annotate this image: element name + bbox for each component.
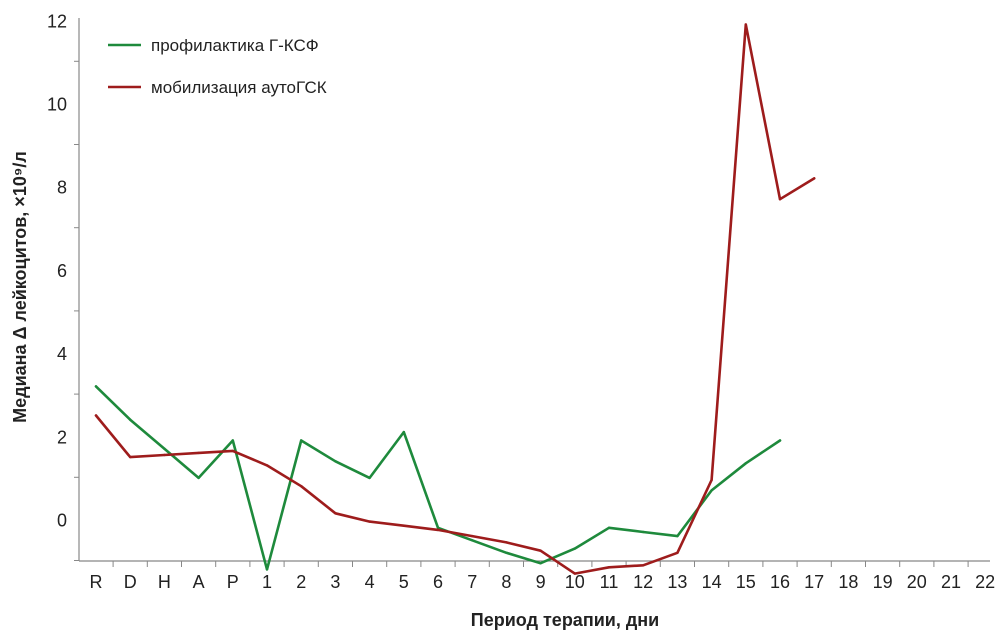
x-tick-label: 8 xyxy=(501,572,511,592)
y-tick-label: 4 xyxy=(57,344,67,364)
series-0-point xyxy=(368,476,371,480)
series-1-point xyxy=(197,451,200,455)
series-1-point xyxy=(402,524,405,527)
series-0-point xyxy=(744,462,747,465)
x-tick-label: 10 xyxy=(565,572,585,592)
x-tick-label: 20 xyxy=(907,572,927,592)
series-1-point xyxy=(334,512,337,515)
x-tick-label: 17 xyxy=(804,572,824,592)
y-tick-label: 10 xyxy=(47,95,67,115)
series-0-point xyxy=(573,547,576,550)
series-line-1 xyxy=(94,23,816,575)
series-0-point xyxy=(402,430,405,434)
x-tick-label: H xyxy=(158,572,171,592)
series-1-point xyxy=(265,464,269,467)
series-0-point xyxy=(163,447,166,450)
x-tick-label: 5 xyxy=(399,572,409,592)
y-tick-label: 8 xyxy=(57,178,67,198)
x-tick-label: 11 xyxy=(600,572,619,592)
series-1-point xyxy=(129,455,132,459)
legend-label-1: мобилизация аутоГСК xyxy=(151,78,327,97)
series-1-point xyxy=(94,414,98,417)
series-1-point xyxy=(368,520,371,523)
x-tick-label: 7 xyxy=(467,572,477,592)
x-tick-label: D xyxy=(124,572,137,592)
series-0-point xyxy=(778,439,782,442)
series-0-point xyxy=(334,460,337,463)
series-0-point xyxy=(471,539,474,542)
series-1-point xyxy=(471,534,474,538)
y-axis-title: Медиана Δ лейкоцитов, ×10⁹/л xyxy=(10,151,30,423)
x-tick-label: 3 xyxy=(330,572,340,592)
series-1-point xyxy=(676,551,679,554)
x-tick-label: 6 xyxy=(433,572,443,592)
series-0-point xyxy=(231,439,234,442)
x-tick-label: 4 xyxy=(365,572,375,592)
series-1-point xyxy=(710,478,713,482)
x-tick-label: P xyxy=(227,572,239,592)
y-tick-label: 2 xyxy=(57,427,67,447)
series-0-point xyxy=(197,476,200,480)
series-1-point xyxy=(573,572,576,575)
series-layer xyxy=(94,23,816,575)
series-0-point xyxy=(129,418,132,421)
series-1-point xyxy=(231,449,234,453)
series-1-point xyxy=(539,549,542,552)
y-tick-label: 12 xyxy=(47,11,67,31)
series-0-point xyxy=(265,568,269,571)
x-axis-title: Период терапии, дни xyxy=(471,610,659,630)
x-tick-label: 13 xyxy=(667,572,687,592)
series-1-point xyxy=(436,528,440,532)
series-1-point xyxy=(300,485,303,488)
x-tick-label: 22 xyxy=(975,572,995,592)
x-tick-group: R D H A P 1 2 3 4 5 6 7 8 9 10 11 12 13 14 15 16 17 18 19 20 21 22 xyxy=(90,561,995,592)
series-0-point xyxy=(436,526,440,529)
series-0-point xyxy=(642,530,645,534)
legend: профилактика Г-КСФ мобилизация аутоГСК xyxy=(108,36,327,97)
x-tick-label: 2 xyxy=(296,572,306,592)
series-0-point xyxy=(300,439,303,442)
y-tick-label: 0 xyxy=(57,511,67,531)
series-0-point xyxy=(539,562,542,565)
x-tick-label: 14 xyxy=(702,572,722,592)
series-0-point xyxy=(505,551,508,554)
x-tick-label: 9 xyxy=(536,572,546,592)
x-tick-label: 12 xyxy=(633,572,653,592)
x-tick-label: 1 xyxy=(262,572,272,592)
legend-label-0: профилактика Г-КСФ xyxy=(151,36,319,55)
series-1-point xyxy=(642,564,645,567)
x-tick-label: 15 xyxy=(736,572,756,592)
series-0-point xyxy=(710,489,713,492)
x-tick-label: A xyxy=(193,572,205,592)
series-0-point xyxy=(94,385,98,388)
x-tick-label: 21 xyxy=(941,572,961,592)
series-1-point xyxy=(778,198,782,201)
y-tick-label: 6 xyxy=(57,261,67,281)
series-0-point xyxy=(676,534,679,538)
x-tick-label: 19 xyxy=(873,572,893,592)
series-1-point xyxy=(505,541,508,544)
x-tick-label: 16 xyxy=(770,572,790,592)
series-0-point xyxy=(607,526,611,529)
x-tick-label: 18 xyxy=(838,572,858,592)
series-1-point xyxy=(607,566,611,569)
series-1-point xyxy=(163,453,166,457)
x-tick-label: R xyxy=(90,572,103,592)
series-1-point xyxy=(744,23,747,26)
series-1-point xyxy=(813,177,816,180)
y-tick-group: 0 2 4 6 8 10 12 xyxy=(47,11,79,561)
